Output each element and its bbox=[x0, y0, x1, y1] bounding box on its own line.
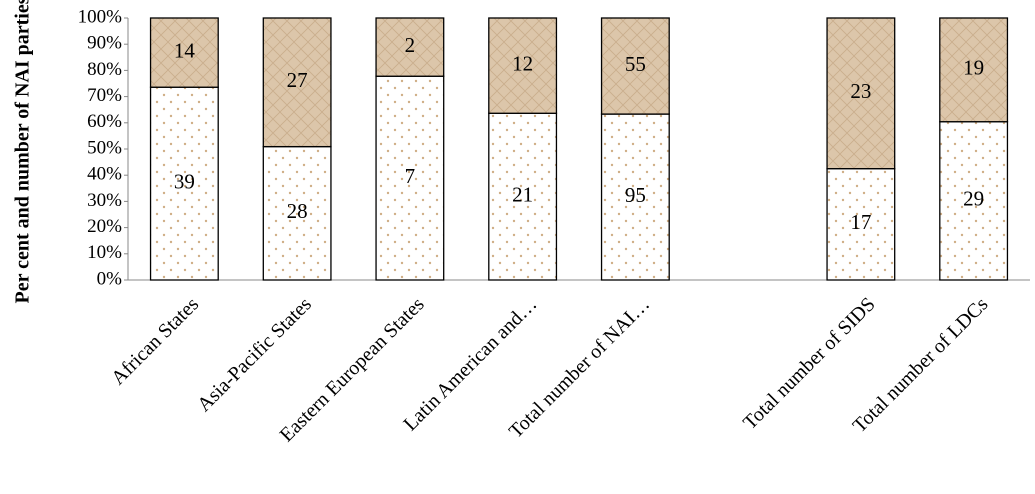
y-tick-label: 40% bbox=[87, 164, 122, 185]
bar-segment bbox=[149, 86, 219, 281]
bar-segment bbox=[826, 17, 896, 170]
bar-segment bbox=[375, 75, 445, 281]
bar-segment bbox=[375, 17, 445, 77]
data-label: 55 bbox=[625, 52, 646, 76]
data-label: 23 bbox=[850, 79, 871, 103]
bar-segment bbox=[262, 17, 332, 148]
data-label: 19 bbox=[963, 56, 984, 80]
y-tick-label: 30% bbox=[87, 190, 122, 211]
bar-segment bbox=[939, 121, 1009, 281]
y-tick-label: 100% bbox=[78, 6, 123, 27]
bar-segment bbox=[149, 17, 219, 88]
y-tick-label: 20% bbox=[87, 216, 122, 237]
y-axis-title: Per cent and number of NAI parties bbox=[12, 0, 34, 304]
bar-segment bbox=[826, 167, 896, 281]
bar-segment bbox=[488, 17, 558, 114]
data-label: 7 bbox=[405, 164, 416, 188]
data-label: 29 bbox=[963, 187, 984, 211]
x-tick-label: Asia-Pacific States bbox=[193, 293, 316, 416]
data-label: 12 bbox=[512, 51, 533, 75]
data-label: 28 bbox=[287, 199, 308, 223]
data-label: 95 bbox=[625, 183, 646, 207]
y-tick-label: 90% bbox=[87, 33, 122, 54]
bar-segment bbox=[262, 145, 332, 281]
y-tick-label: 60% bbox=[87, 111, 122, 132]
y-tick-label: 0% bbox=[97, 268, 123, 289]
data-label: 21 bbox=[512, 182, 533, 206]
bar-segment bbox=[600, 113, 670, 281]
data-label: 2 bbox=[405, 33, 416, 57]
y-tick-label: 10% bbox=[87, 242, 122, 263]
bar-segment bbox=[600, 17, 670, 115]
bar-segment bbox=[939, 17, 1009, 123]
bar-segment bbox=[488, 112, 558, 281]
data-label: 17 bbox=[850, 210, 871, 234]
x-tick-label: African States bbox=[107, 293, 203, 389]
data-label: 14 bbox=[174, 38, 196, 62]
data-label: 39 bbox=[174, 169, 195, 193]
y-tick-label: 80% bbox=[87, 59, 122, 80]
y-tick-label: 70% bbox=[87, 85, 122, 106]
data-label: 27 bbox=[287, 68, 308, 92]
y-tick-label: 50% bbox=[87, 137, 122, 158]
